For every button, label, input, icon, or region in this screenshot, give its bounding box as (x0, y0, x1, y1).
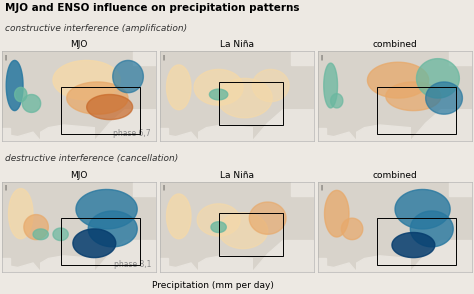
Polygon shape (160, 258, 168, 272)
Polygon shape (166, 65, 191, 110)
Polygon shape (211, 222, 226, 233)
Polygon shape (133, 51, 155, 65)
Polygon shape (94, 240, 155, 272)
Text: La Niña: La Niña (220, 171, 254, 180)
Polygon shape (356, 256, 410, 272)
Polygon shape (252, 240, 314, 272)
Polygon shape (319, 258, 326, 272)
Polygon shape (33, 229, 48, 240)
Text: MJO: MJO (70, 171, 88, 180)
Bar (61, 218, 140, 265)
Polygon shape (9, 188, 33, 239)
Polygon shape (392, 233, 435, 258)
Bar (377, 218, 456, 265)
Polygon shape (325, 190, 349, 237)
Polygon shape (249, 202, 286, 234)
Text: constructive interference (amplification): constructive interference (amplification… (5, 24, 187, 33)
Polygon shape (199, 125, 252, 141)
Polygon shape (88, 211, 137, 247)
Text: |: | (320, 185, 322, 191)
Text: |: | (4, 54, 6, 60)
Polygon shape (113, 61, 143, 93)
Polygon shape (386, 82, 441, 111)
Bar (219, 82, 283, 125)
Bar (219, 213, 283, 256)
Polygon shape (194, 69, 243, 105)
Polygon shape (22, 94, 41, 112)
Polygon shape (41, 256, 94, 272)
Bar (61, 87, 140, 134)
Polygon shape (2, 263, 41, 272)
Polygon shape (2, 128, 10, 141)
Polygon shape (15, 87, 27, 102)
Polygon shape (94, 110, 155, 141)
Polygon shape (341, 218, 363, 240)
Polygon shape (410, 240, 472, 272)
Polygon shape (166, 194, 191, 239)
Polygon shape (53, 61, 120, 100)
Polygon shape (160, 263, 199, 272)
Polygon shape (67, 82, 128, 114)
Text: |: | (4, 185, 6, 191)
Polygon shape (217, 78, 272, 118)
Polygon shape (41, 125, 94, 141)
Polygon shape (410, 110, 472, 141)
Polygon shape (199, 256, 252, 272)
Polygon shape (395, 189, 450, 229)
Polygon shape (2, 132, 41, 141)
Text: |: | (162, 54, 164, 60)
Polygon shape (87, 94, 133, 120)
Text: La Niña: La Niña (220, 40, 254, 49)
Polygon shape (356, 125, 410, 141)
Polygon shape (319, 128, 326, 141)
Polygon shape (24, 215, 48, 240)
Polygon shape (324, 63, 337, 108)
Polygon shape (291, 51, 314, 65)
Polygon shape (76, 189, 137, 229)
Polygon shape (210, 89, 228, 100)
Polygon shape (252, 110, 314, 141)
Polygon shape (73, 229, 116, 258)
Polygon shape (291, 182, 314, 196)
Polygon shape (448, 182, 472, 196)
Polygon shape (160, 132, 199, 141)
Text: |: | (320, 54, 322, 60)
Text: MJO: MJO (70, 40, 88, 49)
Text: combined: combined (373, 40, 418, 49)
Text: MJO and ENSO influence on precipitation patterns: MJO and ENSO influence on precipitation … (5, 3, 299, 13)
Polygon shape (448, 51, 472, 65)
Text: destructive interference (cancellation): destructive interference (cancellation) (5, 154, 178, 163)
Polygon shape (426, 82, 463, 114)
Polygon shape (197, 204, 240, 236)
Polygon shape (417, 59, 459, 98)
Polygon shape (160, 128, 168, 141)
Polygon shape (319, 132, 356, 141)
Polygon shape (367, 62, 428, 98)
Polygon shape (133, 182, 155, 196)
Text: combined: combined (373, 171, 418, 180)
Text: |: | (162, 185, 164, 191)
Polygon shape (219, 213, 268, 249)
Text: phase 6,7: phase 6,7 (113, 129, 151, 138)
Polygon shape (319, 263, 356, 272)
Polygon shape (53, 228, 68, 240)
Polygon shape (2, 258, 10, 272)
Polygon shape (410, 211, 453, 247)
Polygon shape (252, 69, 289, 102)
Text: Precipitation (mm per day): Precipitation (mm per day) (152, 280, 274, 290)
Polygon shape (331, 93, 343, 108)
Bar (377, 87, 456, 134)
Polygon shape (6, 61, 23, 111)
Text: phase 8,1: phase 8,1 (114, 260, 151, 269)
